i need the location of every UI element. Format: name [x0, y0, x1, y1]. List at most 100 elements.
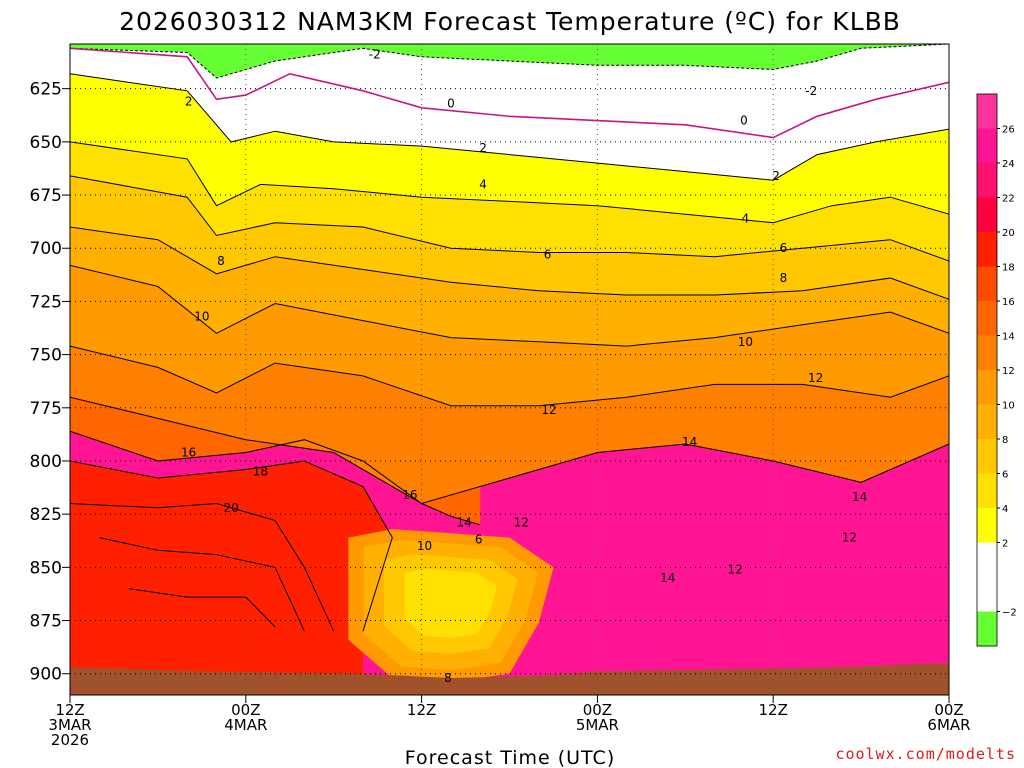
x-tick-label-12-0: 00Z [231, 701, 260, 719]
y-tick-label-900: 900 [30, 665, 62, 685]
x-tick-label-12-1: 4MAR [224, 716, 267, 734]
contour-label-7: 4 [479, 177, 487, 191]
y-tick-label-800: 800 [30, 452, 62, 472]
colorbar-swatch-18 [977, 232, 997, 267]
x-tick-label-36-1: 5MAR [576, 716, 619, 734]
contour-label-26: 6 [475, 533, 483, 547]
colorbar-tick-label-26: 26 [1002, 125, 1015, 136]
temperature-fills [70, 44, 949, 695]
colorbar-legend: 26 24 22 20 18 16 14 12 10 8 6 4 2 −2 [976, 93, 1017, 647]
contour-label-25: 10 [417, 539, 432, 553]
y-tick-label-775: 775 [30, 399, 62, 419]
contour-label-4: -2 [805, 84, 817, 98]
colorbar-swatch--4 [977, 611, 997, 647]
colorbar-tick-label-4: 4 [1002, 504, 1008, 515]
contour-lines [70, 44, 949, 632]
colorbar-swatch-26 [977, 94, 997, 129]
contour-label-23: 14 [456, 516, 471, 530]
y-tick-label-850: 850 [30, 558, 62, 578]
colorbar-swatch--2 [977, 577, 997, 612]
contour-label-8: 4 [742, 211, 750, 225]
contour-label-14: 10 [738, 335, 753, 349]
ground-fill [70, 663, 949, 695]
contour-label-21: 14 [682, 435, 697, 449]
credit-text[interactable]: coolwx.com/modelts [835, 745, 1016, 763]
contour-label-5: 2 [479, 141, 487, 155]
contour-label-11: 6 [780, 241, 788, 255]
contour-16 [70, 430, 481, 526]
contour-label-27: 12 [842, 531, 857, 545]
contour-label-30: 8 [444, 671, 452, 685]
x-tick-label-48-0: 12Z [759, 701, 788, 719]
contour-label-28: 12 [727, 562, 742, 576]
colorbar-tick-label-12: 12 [1002, 366, 1015, 377]
ground-layer [70, 663, 949, 695]
contour-label-3: 0 [740, 114, 748, 128]
contour-18 [70, 460, 393, 632]
x-axis-title: Forecast Time (UTC) [405, 747, 615, 768]
contour-label-13: 8 [780, 271, 788, 285]
contour-14 [70, 396, 949, 505]
colorbar-swatch-6 [977, 439, 997, 474]
x-tick-label-0-1: 3MAR [48, 716, 91, 734]
y-tick-label-675: 675 [30, 186, 62, 206]
contour-label-24: 12 [514, 516, 529, 530]
contour--2 [70, 44, 949, 79]
contour-label-1: 2 [185, 94, 193, 108]
contour-label-29: 14 [660, 571, 675, 585]
y-tick-label-750: 750 [30, 346, 62, 366]
contour-label-12: 10 [194, 309, 209, 323]
colorbar-swatch-24 [977, 128, 997, 164]
plot-frame [69, 43, 950, 696]
contour-label-6: 2 [772, 169, 780, 183]
y-tick-label-625: 625 [30, 80, 62, 100]
colorbar-tick-label-8: 8 [1002, 435, 1008, 446]
y-tick-label-725: 725 [30, 292, 62, 312]
colorbar-swatch-20 [977, 197, 997, 233]
x-tick-label-60-1: 6MAR [927, 716, 970, 734]
contour-label-0: -2 [369, 48, 381, 62]
fill-band-18 [70, 461, 393, 695]
x-tick-label-60-0: 00Z [934, 701, 963, 719]
chart-title: 2026030312 NAM3KM Forecast Temperature (… [119, 7, 901, 36]
colorbar-tick-label-10: 10 [1002, 401, 1015, 412]
x-tick-label-24-0: 12Z [407, 701, 436, 719]
colorbar-swatch-0 [977, 542, 997, 578]
fill-band-cold [363, 44, 949, 70]
grid-lines [70, 44, 949, 695]
contour-20 [70, 502, 335, 632]
contour-10 [70, 264, 949, 347]
x-tick-label-0-2: 2026 [51, 731, 89, 749]
y-tick-label-875: 875 [30, 612, 62, 632]
colorbar-tick-label-24: 24 [1002, 159, 1015, 170]
colorbar-tick-label--2: −2 [1002, 608, 1017, 619]
contour-2 [70, 73, 949, 181]
colorbar-swatch-8 [977, 404, 997, 440]
contour-22 [99, 537, 305, 632]
y-tick-label-650: 650 [30, 133, 62, 153]
contour-label-19: 20 [224, 501, 239, 515]
colorbar-tick-label-14: 14 [1002, 332, 1015, 343]
colorbar-swatch-16 [977, 266, 997, 302]
contour-label-22: 14 [852, 490, 867, 504]
contour-8 [70, 226, 949, 300]
contour-12 [70, 345, 949, 407]
contour-label-10: 6 [544, 248, 552, 262]
contour-4 [70, 141, 949, 224]
x-tick-label-0-0: 12Z [55, 701, 84, 719]
x-tick-label-36-0: 00Z [583, 701, 612, 719]
contour-24 [128, 588, 276, 628]
colorbar-tick-label-6: 6 [1002, 470, 1008, 481]
colorbar-swatch-12 [977, 335, 997, 371]
colorbar-tick-label-22: 22 [1002, 194, 1015, 205]
colorbar-swatch-4 [977, 473, 997, 509]
contour-label-16: 12 [541, 403, 556, 417]
colorbar-tick-label-18: 18 [1002, 263, 1015, 274]
colorbar-tick-label-16: 16 [1002, 297, 1015, 308]
colorbar-swatch-22 [977, 163, 997, 198]
contour-label-17: 16 [181, 445, 196, 459]
